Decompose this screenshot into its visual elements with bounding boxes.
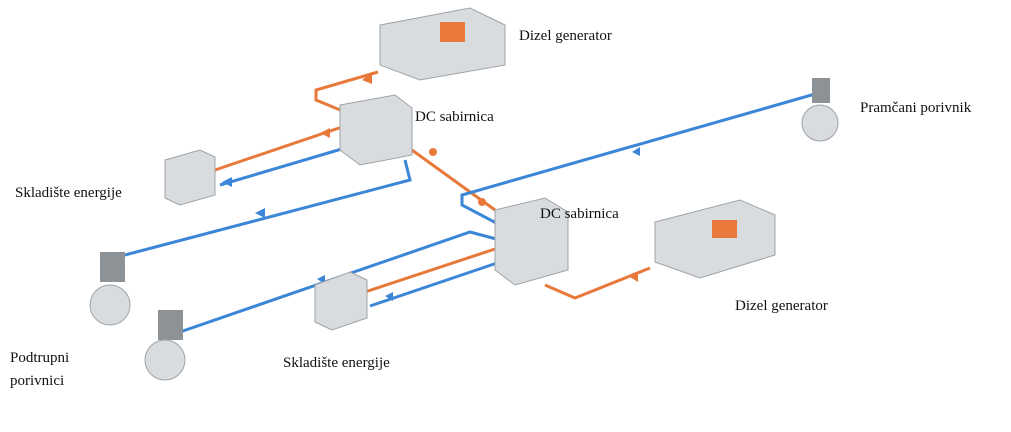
node-label: DC sabirnica <box>415 109 494 125</box>
equipment <box>89 7 839 381</box>
node-label: Skladište energije <box>15 185 122 201</box>
node-label: Podtrupni <box>10 350 69 366</box>
node-label: Dizel generator <box>519 28 612 44</box>
node-label: Pramčani porivnik <box>860 100 972 116</box>
power-lines <box>124 70 823 334</box>
node-label: porivnici <box>10 373 64 389</box>
node-label: Skladište energije <box>283 355 390 371</box>
node-label: Dizel generator <box>735 298 828 314</box>
node-label: DC sabirnica <box>540 206 619 222</box>
